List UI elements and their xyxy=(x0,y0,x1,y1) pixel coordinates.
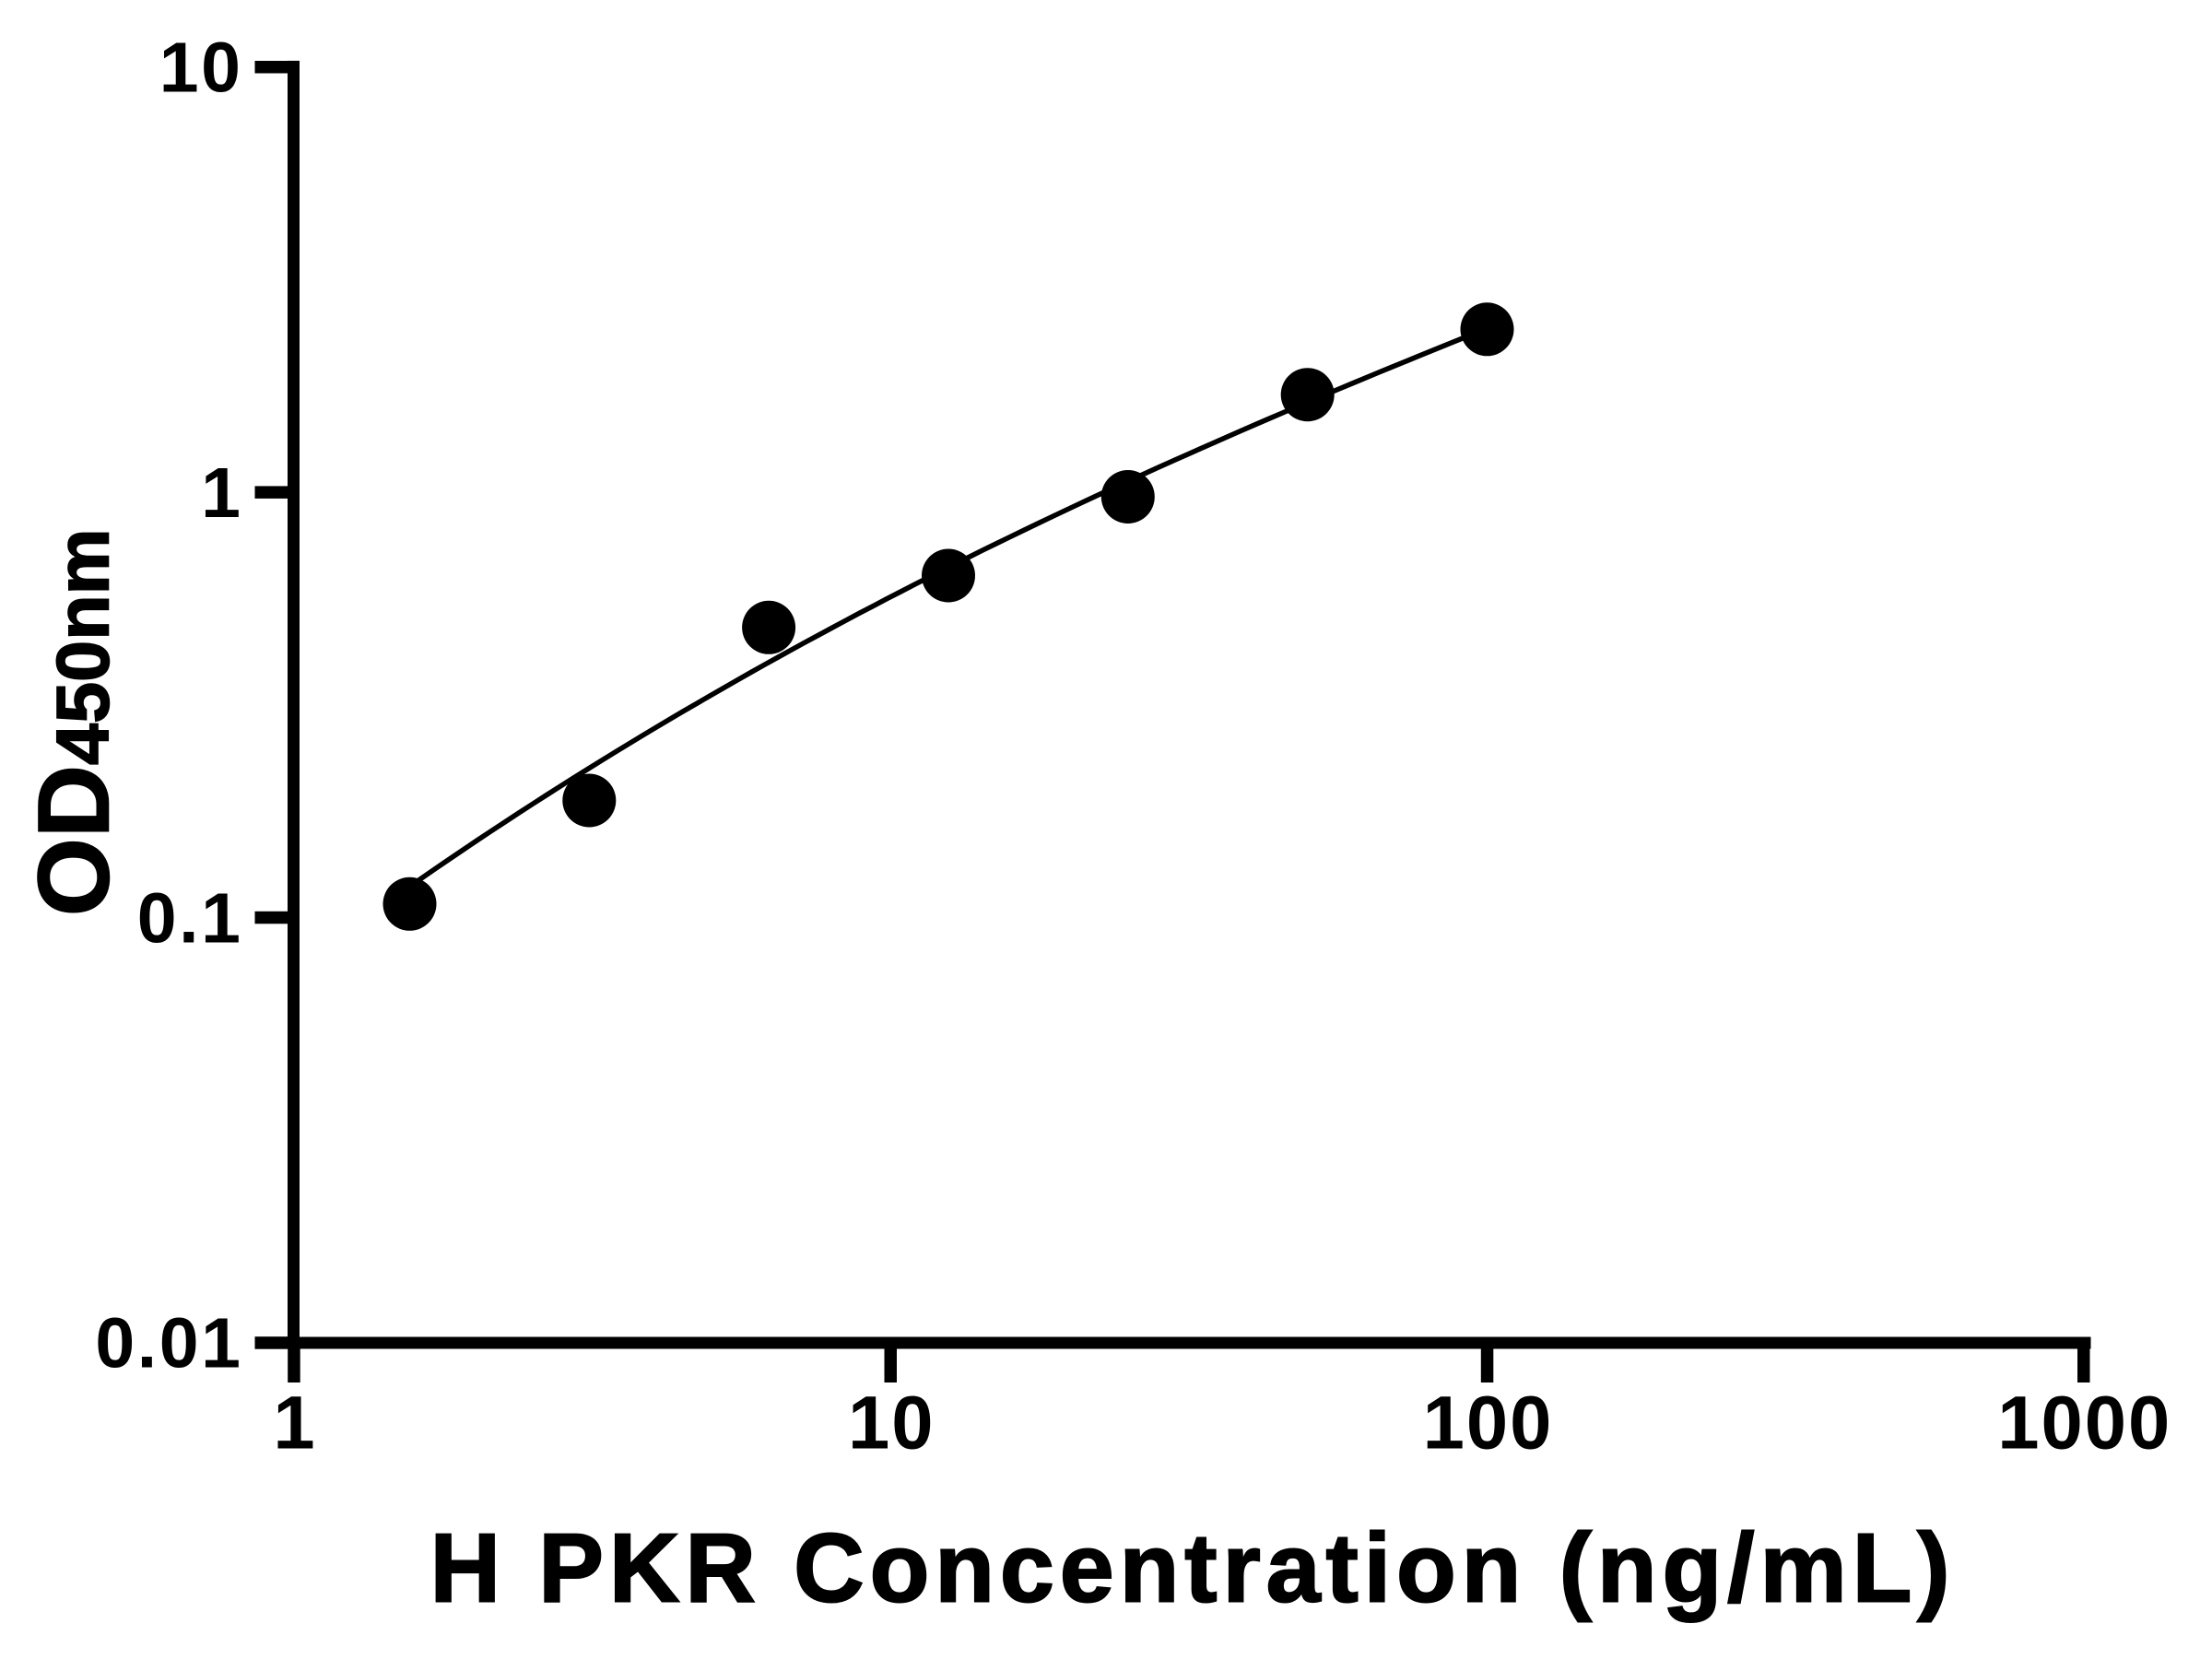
svg-text:H PKR Concentration (ng/mL): H PKR Concentration (ng/mL) xyxy=(430,1514,1956,1623)
svg-text:0.01: 0.01 xyxy=(95,1304,242,1383)
svg-text:100: 100 xyxy=(1423,1382,1554,1465)
svg-text:10: 10 xyxy=(848,1382,935,1465)
svg-text:1000: 1000 xyxy=(1997,1382,2171,1465)
svg-text:0.1: 0.1 xyxy=(137,878,243,958)
svg-text:10: 10 xyxy=(159,29,243,108)
svg-text:1: 1 xyxy=(273,1382,316,1465)
svg-text:1: 1 xyxy=(201,453,242,533)
